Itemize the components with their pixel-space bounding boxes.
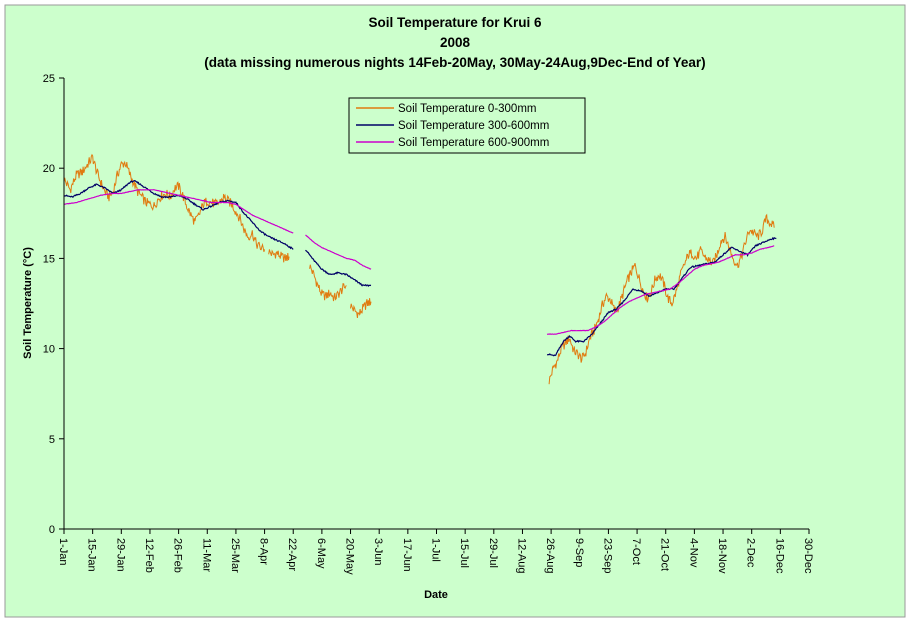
series-1-line-4 — [350, 298, 372, 318]
x-tick-label: 7-Oct — [630, 538, 642, 565]
x-tick-label: 12-Aug — [516, 538, 528, 573]
x-tick-label: 2-Dec — [745, 538, 757, 568]
x-axis-label: Date — [424, 589, 448, 601]
x-tick-label: 29-Jul — [487, 538, 499, 568]
x-tick-label: 30-Dec — [802, 538, 814, 574]
x-tick-label: 8-Apr — [258, 538, 270, 565]
x-tick-label: 25-Mar — [229, 538, 241, 573]
series-1-line-2 — [268, 249, 290, 263]
x-tick-label: 12-Feb — [143, 538, 155, 573]
x-tick-label: 17-Jun — [401, 538, 413, 572]
series-1-line-5 — [548, 213, 775, 385]
x-tick-label: 18-Nov — [716, 538, 728, 574]
x-tick-label: 1-Jul — [430, 538, 442, 562]
legend-entries: Soil Temperature 0-300mm Soil Temperature… — [356, 103, 549, 149]
x-tick-label: 1-Jan — [57, 538, 69, 566]
y-tick-label: 20 — [43, 163, 55, 175]
series-3 — [63, 189, 775, 335]
x-tick-label: 15-Jul — [458, 538, 470, 568]
x-tick-label: 23-Sep — [601, 538, 613, 573]
legend-label-3: Soil Temperature 600-900mm — [398, 137, 549, 149]
x-tick-label: 22-Apr — [286, 538, 298, 571]
x-tick-label: 4-Nov — [687, 538, 699, 568]
x-tick-label: 15-Jan — [86, 538, 98, 572]
legend-label-1: Soil Temperature 0-300mm — [398, 103, 537, 115]
y-tick-label: 0 — [49, 524, 55, 536]
x-tick-label: 6-May — [315, 538, 327, 569]
x-tick-label: 16-Dec — [773, 538, 785, 574]
chart-note: (data missing numerous nights 14Feb-20Ma… — [204, 55, 705, 70]
legend: Soil Temperature 0-300mm Soil Temperature… — [348, 97, 586, 154]
series-3-line-1 — [63, 189, 294, 234]
y-tick-label: 15 — [43, 253, 55, 265]
x-tick-label: 20-May — [344, 538, 356, 575]
series-layer — [63, 153, 777, 385]
chart-title: Soil Temperature for Krui 6 — [368, 15, 542, 30]
x-tick-label: 29-Jan — [114, 538, 126, 572]
y-tick-label: 25 — [43, 73, 55, 85]
chart-subtitle: 2008 — [440, 35, 471, 50]
series-1-line-3 — [309, 264, 347, 302]
x-tick-label: 26-Feb — [172, 538, 184, 573]
legend-label-2: Soil Temperature 300-600mm — [398, 120, 549, 132]
series-3-line-2 — [305, 234, 372, 270]
x-tick-label: 21-Oct — [659, 538, 671, 571]
x-tick-label: 3-Jun — [372, 538, 384, 566]
series-2-line-2 — [305, 249, 372, 287]
y-axis-label: Soil Temperature (°C) — [22, 247, 34, 359]
x-tick-label: 9-Sep — [573, 538, 585, 567]
axes: 0 5 10 15 20 25 1-Jan 15-Jan 29-Jan 12-Feb 26-Feb 1… — [43, 73, 814, 575]
y-tick-label: 10 — [43, 344, 55, 356]
series-3-line-3 — [546, 245, 775, 335]
y-tick-label: 5 — [49, 434, 55, 446]
x-tick-label: 11-Mar — [200, 538, 212, 572]
x-tick-label: 26-Aug — [544, 538, 556, 573]
